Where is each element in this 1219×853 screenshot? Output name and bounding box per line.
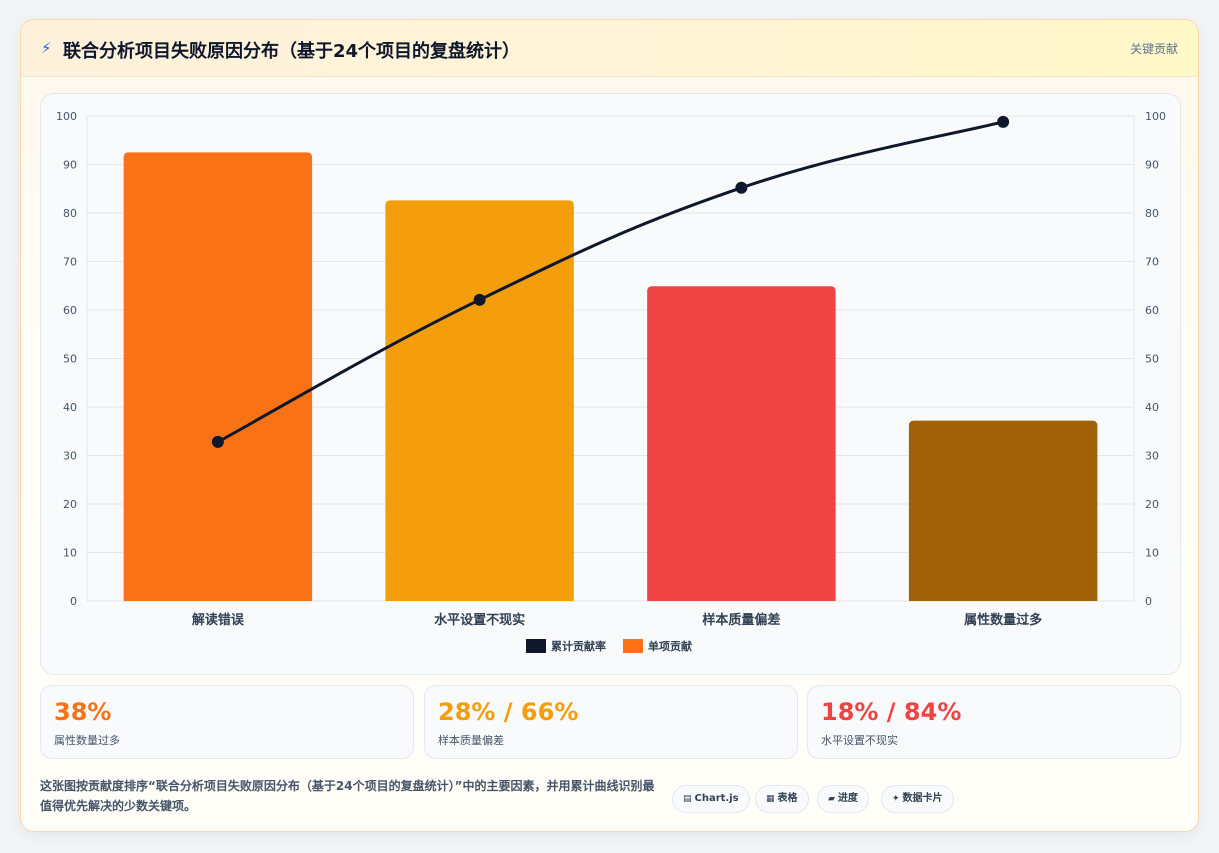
legend-label: 单项贡献 xyxy=(648,639,692,653)
page-title: 联合分析项目失败原因分布（基于24个项目的复盘统计） xyxy=(63,41,521,62)
card-header: ⚡ 联合分析项目失败原因分布（基于24个项目的复盘统计） 关键贡献 xyxy=(21,20,1198,77)
cumulative-point-2 xyxy=(473,293,486,306)
y-tick-label: 70 xyxy=(63,256,77,269)
stat-value: 38% xyxy=(54,698,112,726)
stat-card-3: 18% / 84% 水平设置不现实 xyxy=(807,685,1181,759)
cumulative-line xyxy=(217,120,1004,444)
y-tick-label: 40 xyxy=(63,401,77,414)
header-tag: 关键贡献 xyxy=(1129,42,1178,56)
chart-description: 这张图按贡献度排序“联合分析项目失败原因分布（基于24个项目的复盘统计）”中的主… xyxy=(40,779,655,813)
chip-progress[interactable]: ▰ 进度 xyxy=(817,785,869,813)
stat-value: 18% / 84% xyxy=(821,698,962,726)
legend-swatch xyxy=(526,639,546,653)
stat-label: 样本质量偏差 xyxy=(438,734,504,747)
stat-label: 水平设置不现实 xyxy=(821,734,898,747)
x-tick-label: 解读错误 xyxy=(191,612,245,628)
pareto-chart: 0 0 10 10 20 20 30 30 40 40 50 50 60 60 70 70 80 80 90 90 10… xyxy=(56,110,1166,653)
lightning-icon: ⚡ xyxy=(41,39,52,57)
y-tick-label: 100 xyxy=(56,110,77,123)
table-icon: ▦ xyxy=(766,794,775,804)
chip-chartjs[interactable]: ▤ Chart.js xyxy=(672,785,750,813)
x-tick-label: 水平设置不现实 xyxy=(434,612,525,628)
y2-tick-label: 100 xyxy=(1145,110,1166,123)
y-tick-label: 50 xyxy=(63,353,77,366)
chip-label: 数据卡片 xyxy=(902,793,943,804)
y-tick-label: 30 xyxy=(63,450,77,463)
y2-tick-label: 0 xyxy=(1145,595,1152,608)
y2-tick-label: 10 xyxy=(1145,547,1159,560)
y2-tick-label: 90 xyxy=(1145,159,1159,172)
y2-tick-label: 70 xyxy=(1145,256,1159,269)
y2-tick-label: 20 xyxy=(1145,498,1159,511)
stat-label: 属性数量过多 xyxy=(54,734,120,747)
y-tick-label: 0 xyxy=(70,595,77,608)
y2-tick-label: 80 xyxy=(1145,207,1159,220)
sparkle-icon: ✦ xyxy=(892,794,900,804)
bar-1 xyxy=(123,152,313,601)
chip-label: Chart.js xyxy=(694,793,739,804)
stat-value: 28% / 66% xyxy=(438,698,579,726)
chip-data-cards[interactable]: ✦ 数据卡片 xyxy=(881,785,954,813)
stat-card-1: 38% 属性数量过多 xyxy=(40,685,414,759)
y2-tick-label: 40 xyxy=(1145,401,1159,414)
y2-tick-label: 50 xyxy=(1145,353,1159,366)
bar-4 xyxy=(908,420,1098,601)
bar-3 xyxy=(647,286,836,601)
chart-icon: ▤ xyxy=(683,794,692,804)
legend-swatch xyxy=(623,639,643,653)
x-tick-label: 属性数量过多 xyxy=(964,612,1042,628)
y2-tick-label: 30 xyxy=(1145,450,1159,463)
cumulative-point-1 xyxy=(211,435,224,448)
chart-card: ⚡ 联合分析项目失败原因分布（基于24个项目的复盘统计） 关键贡献 0 0 10 10… xyxy=(20,19,1199,832)
cumulative-point-3 xyxy=(735,181,748,194)
legend-label: 累计贡献率 xyxy=(551,639,606,653)
chip-label: 进度 xyxy=(837,793,858,804)
chip-label: 表格 xyxy=(777,793,798,804)
cumulative-point-4 xyxy=(997,115,1010,128)
chip-table[interactable]: ▦ 表格 xyxy=(755,785,809,813)
bar-2 xyxy=(385,200,574,601)
y-tick-label: 20 xyxy=(63,498,77,511)
y-tick-label: 10 xyxy=(63,547,77,560)
x-tick-label: 样本质量偏差 xyxy=(702,612,780,628)
progress-icon: ▰ xyxy=(828,794,835,804)
y-tick-label: 60 xyxy=(63,304,77,317)
stat-card-2: 28% / 66% 样本质量偏差 xyxy=(424,685,798,759)
y-tick-label: 90 xyxy=(63,159,77,172)
y2-tick-label: 60 xyxy=(1145,304,1159,317)
chart-panel: 0 0 10 10 20 20 30 30 40 40 50 50 60 60 70 70 80 80 90 90 10… xyxy=(40,93,1181,675)
y-tick-label: 80 xyxy=(63,207,77,220)
